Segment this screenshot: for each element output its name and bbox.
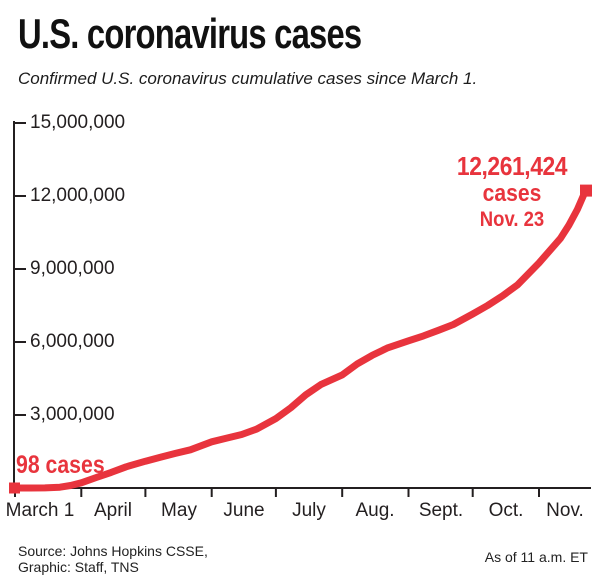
latest-cases-unit: cases — [482, 179, 542, 207]
x-tick-label-may: May — [161, 500, 197, 521]
x-tick-label-aug: Aug. — [355, 500, 395, 521]
y-tick-label-12m: 12,000,000 — [30, 185, 126, 206]
y-tick-label-15m: 15,000,000 — [30, 112, 126, 133]
start-point-marker — [9, 482, 20, 494]
chart-title: U.S. coronavirus cases — [18, 10, 362, 57]
y-axis-ticks — [14, 122, 26, 488]
x-tick-label-april: April — [93, 500, 133, 521]
as-of-timestamp: As of 11 a.m. ET — [484, 549, 588, 565]
y-tick-label-6m: 6,000,000 — [30, 331, 115, 352]
latest-cases-annotation: 12,261,424 cases Nov. 23 — [437, 151, 587, 231]
latest-cases-value: 12,261,424 — [456, 151, 568, 181]
cases-line-series — [15, 188, 590, 492]
end-point-marker — [580, 184, 592, 197]
x-tick-label-june: June — [223, 500, 265, 521]
source-credit: Source: Johns Hopkins CSSE, Graphic: Sta… — [18, 543, 208, 575]
x-tick-label-july: July — [292, 500, 326, 521]
latest-cases-date: Nov. 23 — [479, 207, 545, 231]
chart-subtitle: Confirmed U.S. coronavirus cumulative ca… — [18, 69, 478, 88]
y-tick-label-3m: 3,000,000 — [30, 404, 115, 425]
source-line-1: Source: Johns Hopkins CSSE, — [18, 543, 208, 559]
start-cases-annotation: 98 cases — [16, 451, 105, 479]
x-tick-label-oct: Oct. — [488, 500, 524, 521]
x-tick-label-sept: Sept. — [418, 500, 464, 521]
x-axis-ticks — [14, 488, 540, 497]
source-line-2: Graphic: Staff, TNS — [18, 559, 139, 576]
x-tick-label-nov: Nov. — [546, 500, 584, 521]
x-tick-label-march1: March 1 — [5, 500, 75, 521]
y-tick-label-9m: 9,000,000 — [30, 258, 115, 279]
